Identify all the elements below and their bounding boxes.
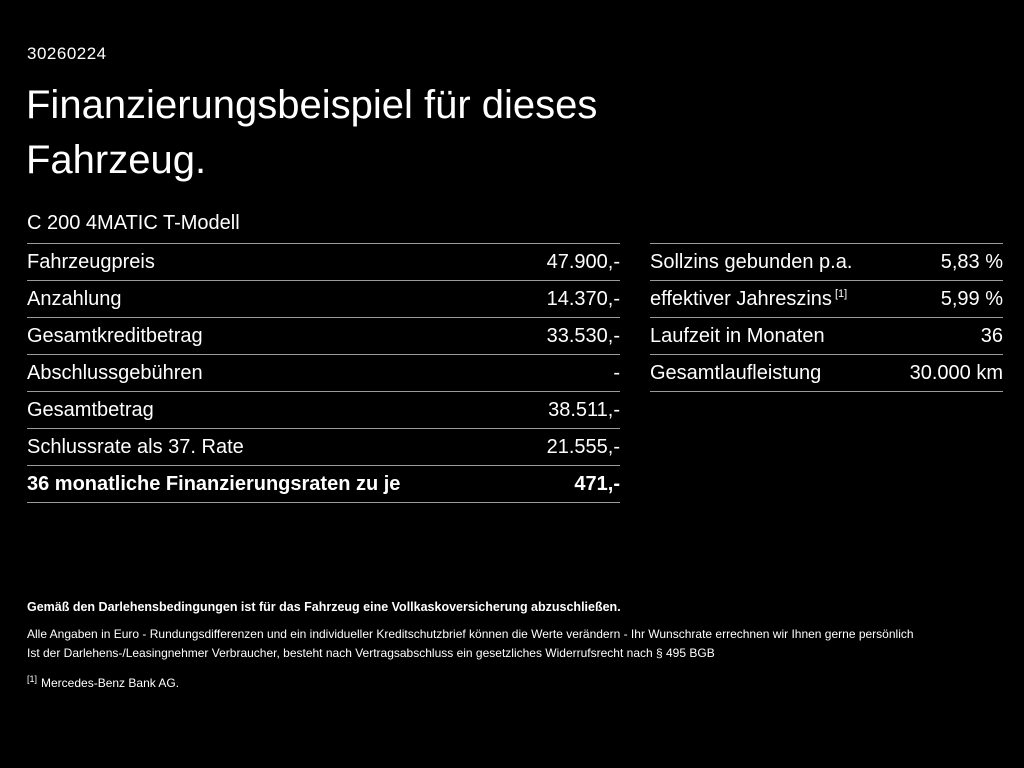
insurance-disclaimer: Gemäß den Darlehensbedingungen ist für d… (27, 600, 621, 614)
table-row: Gesamtkreditbetrag 33.530,- (27, 317, 620, 354)
row-label: Abschlussgebühren (27, 361, 203, 384)
row-label: effektiver Jahreszins [1] (650, 288, 847, 311)
table-row: Anzahlung 14.370,- (27, 280, 620, 317)
page-title: Finanzierungsbeispiel für dieses Fahrzeu… (26, 83, 598, 182)
row-value: 38.511,- (548, 398, 620, 421)
row-label: Gesamtlaufleistung (650, 361, 822, 384)
euro-disclaimer: Alle Angaben in Euro - Rundungsdifferenz… (27, 627, 914, 641)
footnote-text: Mercedes-Benz Bank AG. (41, 676, 180, 690)
table-row-monthly-rate: 36 monatliche Finanzierungsraten zu je 4… (27, 465, 620, 503)
row-value: 471,- (574, 472, 620, 495)
financing-table-left: Fahrzeugpreis 47.900,- Anzahlung 14.370,… (27, 243, 620, 503)
vehicle-model-name: C 200 4MATIC T-Modell (27, 212, 240, 234)
table-row: Abschlussgebühren - (27, 354, 620, 391)
row-label: Sollzins gebunden p.a. (650, 250, 853, 273)
row-value: 5,83 % (940, 250, 1003, 273)
withdrawal-disclaimer: Ist der Darlehens-/Leasingnehmer Verbrau… (27, 646, 715, 660)
row-value: 14.370,- (546, 287, 620, 310)
row-value: 47.900,- (546, 250, 620, 273)
row-value: 21.555,- (546, 435, 620, 458)
row-label: Gesamtbetrag (27, 398, 154, 421)
table-row: Laufzeit in Monaten 36 (650, 317, 1003, 354)
row-label-text: effektiver Jahreszins (650, 287, 832, 310)
table-row: effektiver Jahreszins [1] 5,99 % (650, 280, 1003, 317)
offer-id-number: 30260224 (27, 44, 107, 63)
row-label: Laufzeit in Monaten (650, 324, 825, 347)
row-value: 5,99 % (940, 287, 1003, 310)
row-value: 36 (980, 324, 1003, 347)
bank-footnote: [1] Mercedes-Benz Bank AG. (27, 674, 1000, 690)
table-row: Fahrzeugpreis 47.900,- (27, 243, 620, 280)
footnote-superscript: [1] (834, 287, 848, 300)
row-label: Anzahlung (27, 287, 122, 310)
table-row: Schlussrate als 37. Rate 21.555,- (27, 428, 620, 465)
financing-table-right: Sollzins gebunden p.a. 5,83 % effektiver… (650, 243, 1003, 392)
footer-disclaimers: Gemäß den Darlehensbedingungen ist für d… (27, 600, 1000, 690)
row-label: 36 monatliche Finanzierungsraten zu je (27, 472, 401, 495)
table-row: Gesamtbetrag 38.511,- (27, 391, 620, 428)
row-label: Schlussrate als 37. Rate (27, 435, 244, 458)
row-value: 33.530,- (546, 324, 620, 347)
table-row: Gesamtlaufleistung 30.000 km (650, 354, 1003, 392)
table-row: Sollzins gebunden p.a. 5,83 % (650, 243, 1003, 280)
row-value: 30.000 km (909, 361, 1003, 384)
row-label: Gesamtkreditbetrag (27, 324, 203, 347)
row-value: - (613, 361, 620, 384)
row-label: Fahrzeugpreis (27, 250, 155, 273)
footnote-marker: [1] (27, 674, 38, 684)
